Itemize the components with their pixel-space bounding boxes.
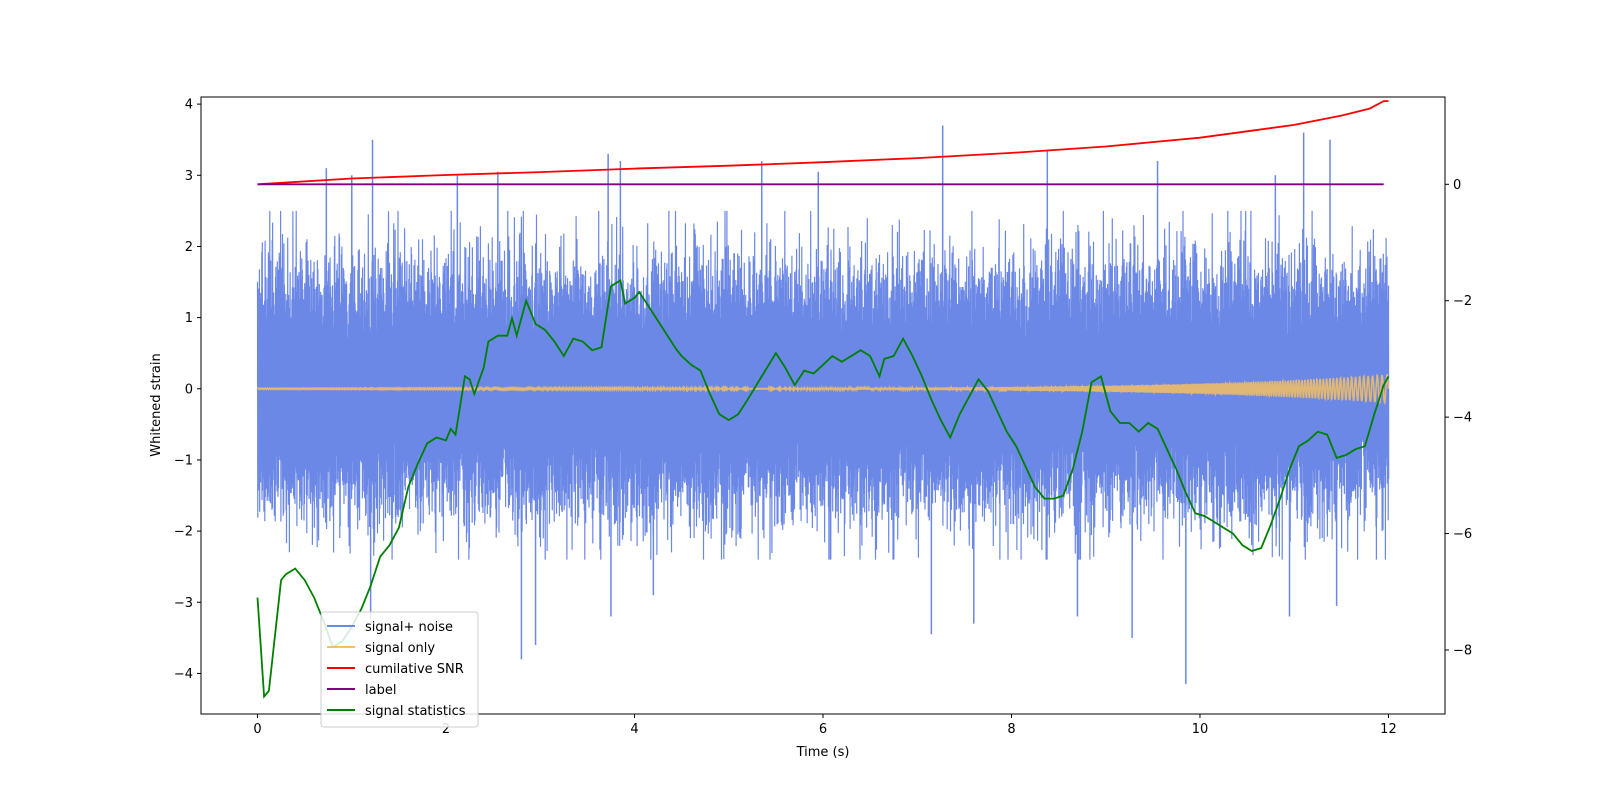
series-signal-noise [256,125,1390,685]
y2-tick-label: −6 [1453,527,1472,542]
x-tick-label: 2 [442,722,450,737]
x-axis-label: Time (s) [796,745,850,760]
y-tick-label: 3 [185,169,193,184]
series-line [256,278,1390,699]
x-tick-label: 4 [630,722,638,737]
plot-area [256,100,1390,699]
y-tick-label: 4 [185,98,193,113]
noise-trace [256,210,1390,560]
x-tick-label: 0 [253,722,261,737]
legend: signal+ noise signal only cumilative SNR la… [320,611,479,728]
legend-label: cumilative SNR [365,662,464,677]
y-tick-label: −2 [174,525,193,540]
series-line [257,100,1389,186]
series-signal-statistics [256,278,1390,699]
y-tick-label: 1 [185,311,193,326]
legend-label: label [365,683,396,698]
y-tick-label: −4 [174,667,193,682]
legend-label: signal only [365,641,435,656]
legend-label: signal+ noise [365,620,453,635]
y-tick-label: −1 [174,453,193,468]
x-tick-label: 12 [1380,722,1397,737]
legend-label: signal statistics [365,704,466,719]
y2-tick-label: −2 [1453,294,1472,309]
y2-tick-label: 0 [1453,178,1461,193]
series-cumilative-snr [257,100,1389,186]
y-tick-label: 2 [185,240,193,255]
x-tick-label: 10 [1192,722,1209,737]
series-signal-only [256,373,1390,406]
y2-tick-label: −4 [1453,411,1472,426]
signal-trace [256,373,1390,406]
y-tick-label: −3 [174,596,193,611]
legend-box [320,611,479,728]
y2-tick-label: −8 [1453,643,1472,658]
y-axis-label: Whitened strain [149,353,164,456]
x-tick-label: 8 [1007,722,1015,737]
x-tick-label: 6 [819,722,827,737]
y-tick-label: 0 [185,382,193,397]
